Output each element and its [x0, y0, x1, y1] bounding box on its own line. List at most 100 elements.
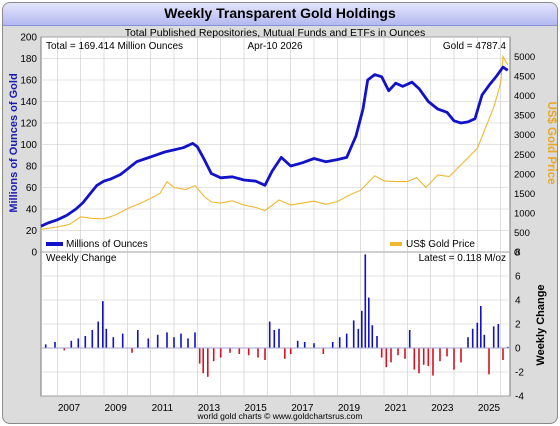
weekly-change-bar [121, 333, 124, 348]
weekly-change-bar [364, 254, 367, 348]
weekly-change-bar [296, 340, 299, 348]
weekly-change-bar [506, 346, 509, 348]
change-grid [41, 251, 510, 397]
holdings-tick-labels: 0204060801001201401601802000500100015002… [20, 33, 535, 259]
weekly-change-tick-labels: -4 -2 0 2 4 6 8 2007 2009 2011 2013 2015 2017 2019 202… [58, 248, 524, 415]
weekly-change-bar [131, 348, 133, 353]
change-tick-label: 4 [515, 296, 521, 307]
holdings-series-group [40, 54, 509, 230]
weekly-change-bar [70, 340, 73, 348]
x-tick-label: 2013 [198, 403, 221, 414]
weekly-change-bar [273, 330, 276, 348]
weekly-change-bar [194, 332, 196, 348]
y-tick-label-left: 200 [20, 33, 37, 44]
weekly-change-bar [467, 337, 469, 348]
weekly-change-bar [338, 337, 341, 348]
weekly-change-bar [492, 326, 495, 348]
y-tick-label-left: 100 [20, 140, 37, 151]
weekly-change-bar [380, 348, 383, 358]
x-tick-label: 2009 [105, 403, 128, 414]
gold-price-line [40, 54, 509, 230]
weekly-change-title: Weekly Change [46, 253, 117, 264]
weekly-change-bar [54, 342, 56, 348]
weekly-change-bar [180, 333, 182, 348]
weekly-change-bar [446, 348, 448, 357]
chart-title: Weekly Transparent Gold Holdings [164, 5, 396, 21]
weekly-change-bar [247, 348, 250, 356]
y-tick-label-right: 5000 [514, 52, 535, 63]
weekly-change-bar [439, 348, 441, 362]
weekly-change-bar [376, 336, 378, 348]
weekly-change-bar [137, 330, 139, 348]
x-tick-label: 2023 [431, 403, 454, 414]
date-label: Apr-10 2026 [247, 41, 302, 52]
weekly-change-bar [63, 348, 66, 351]
weekly-change-bar [289, 348, 292, 354]
weekly-change-bar [361, 310, 363, 348]
weekly-change-bar [238, 348, 241, 354]
weekly-change-bar [404, 348, 406, 359]
y-tick-label-right: 4500 [514, 72, 535, 83]
weekly-change-bar [471, 328, 474, 348]
weekly-change-bar [453, 348, 455, 370]
weekly-change-bar [371, 325, 374, 348]
weekly-change-bar [397, 348, 399, 356]
weekly-change-bar [422, 348, 425, 365]
x-tick-label: 2019 [338, 403, 361, 414]
weekly-change-bar [368, 297, 370, 348]
footer-credit: world gold charts © www.goldchartsrus.co… [197, 411, 363, 421]
weekly-change-bar [502, 348, 504, 360]
weekly-change-bar [313, 343, 315, 348]
weekly-change-bar [427, 348, 430, 366]
weekly-change-bar [229, 348, 231, 353]
y-tick-label-left: 180 [20, 54, 37, 65]
weekly-change-bar [476, 322, 479, 348]
weekly-change-bar [483, 334, 486, 348]
weekly-change-bar [385, 348, 388, 368]
x-tick-label: 2007 [58, 403, 81, 414]
weekly-change-bar [390, 348, 392, 363]
y-tick-label-right: 0 [514, 248, 519, 259]
weekly-change-bar [345, 333, 348, 348]
legend-price-label: US$ Gold Price [406, 239, 475, 250]
weekly-change-bar [105, 328, 108, 348]
x-tick-label: 2011 [152, 403, 174, 414]
weekly-change-bar [432, 348, 434, 376]
weekly-change-bar [187, 338, 189, 348]
weekly-change-bar [44, 344, 47, 348]
y-tick-label-right: 1500 [514, 189, 535, 200]
weekly-change-bar [408, 330, 411, 348]
weekly-change-bar [198, 348, 201, 364]
y-tick-label-right: 2500 [514, 150, 535, 161]
y-tick-label-left: 160 [20, 76, 37, 87]
weekly-change-bar [268, 321, 271, 348]
weekly-change-bar [497, 324, 500, 348]
y-tick-label-left: 140 [20, 97, 37, 108]
y-tick-label-left: 20 [26, 226, 38, 237]
change-tick-label: -2 [515, 368, 524, 379]
y-tick-label-left: 60 [26, 183, 38, 194]
y-tick-label-left: 80 [26, 162, 38, 173]
x-tick-label: 2025 [478, 403, 501, 414]
change-tick-label: 2 [515, 320, 521, 331]
weekly-change-bar [278, 328, 280, 348]
y-tick-label-right: 1000 [514, 208, 535, 219]
legend-holdings-label: Millions of Ounces [66, 239, 148, 250]
weekly-change-bar [212, 348, 215, 362]
change-tick-label: 0 [515, 344, 521, 355]
total-holdings-label: Total = 169.414 Million Ounces [46, 41, 183, 52]
weekly-change-bar [84, 336, 87, 348]
y-tick-label-left: 120 [20, 119, 37, 130]
weekly-change-bar [219, 348, 222, 358]
weekly-change-bar [112, 337, 115, 348]
weekly-change-bar [77, 338, 80, 348]
latest-change-label: Latest = 0.118 M/oz [419, 253, 506, 264]
y-tick-label-left: 40 [26, 205, 38, 216]
y-tick-label-right: 3000 [514, 130, 535, 141]
weekly-change-bar [303, 342, 306, 348]
weekly-change-bars [41, 254, 510, 377]
change-tick-label: 8 [515, 248, 521, 259]
weekly-change-bar [284, 348, 286, 359]
chart-subtitle: Total Published Repositories, Mutual Fun… [125, 27, 426, 39]
